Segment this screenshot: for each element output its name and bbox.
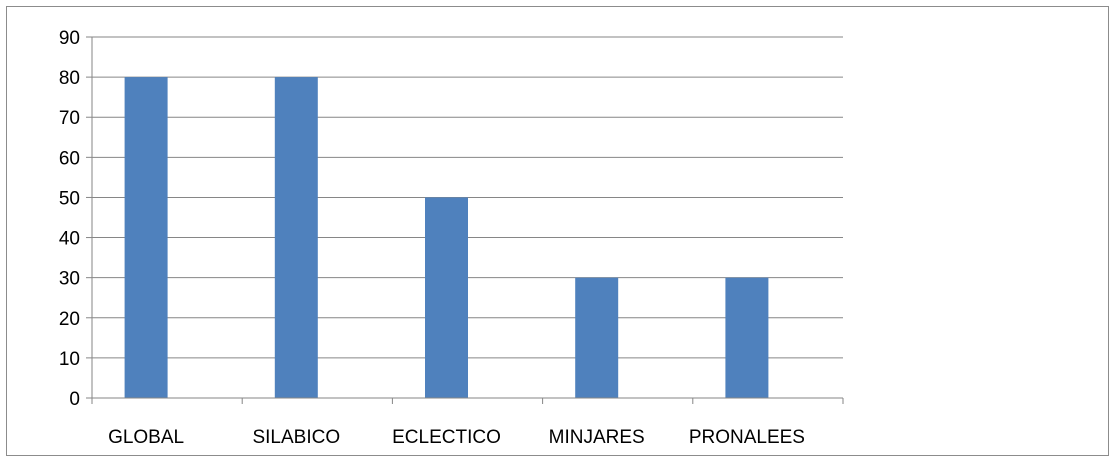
bar (575, 277, 619, 398)
y-tick-label: 60 (59, 148, 80, 169)
x-category-label: ECLECTICO (392, 427, 501, 448)
bar (124, 77, 168, 398)
y-tick-label: 50 (59, 188, 80, 209)
x-category-label: MINJARES (549, 427, 645, 448)
x-category-label: SILABICO (252, 427, 340, 448)
y-tick-label: 80 (59, 68, 80, 89)
y-tick-label: 30 (59, 269, 80, 290)
y-tick-label: 20 (59, 309, 80, 330)
y-tick-labels: 0 10 20 30 40 50 60 70 80 90 (59, 28, 80, 410)
y-tick-label: 40 (59, 229, 80, 250)
y-tick-label: 70 (59, 108, 80, 129)
bar (425, 197, 468, 398)
y-tick-label: 0 (69, 389, 80, 410)
bars (124, 77, 769, 398)
chart-frame (6, 6, 1109, 456)
y-tick-label: 10 (59, 349, 80, 370)
y-tick-label: 90 (59, 28, 80, 49)
gridlines (92, 36, 843, 359)
x-category-label: GLOBAL (108, 427, 184, 448)
axes (86, 36, 844, 404)
bar (274, 77, 318, 398)
x-tick-labels: GLOBAL SILABICO ECLECTICO MINJARES PRONALEES (108, 427, 805, 448)
bar (725, 277, 769, 398)
x-category-label: PRONALEES (689, 427, 805, 448)
